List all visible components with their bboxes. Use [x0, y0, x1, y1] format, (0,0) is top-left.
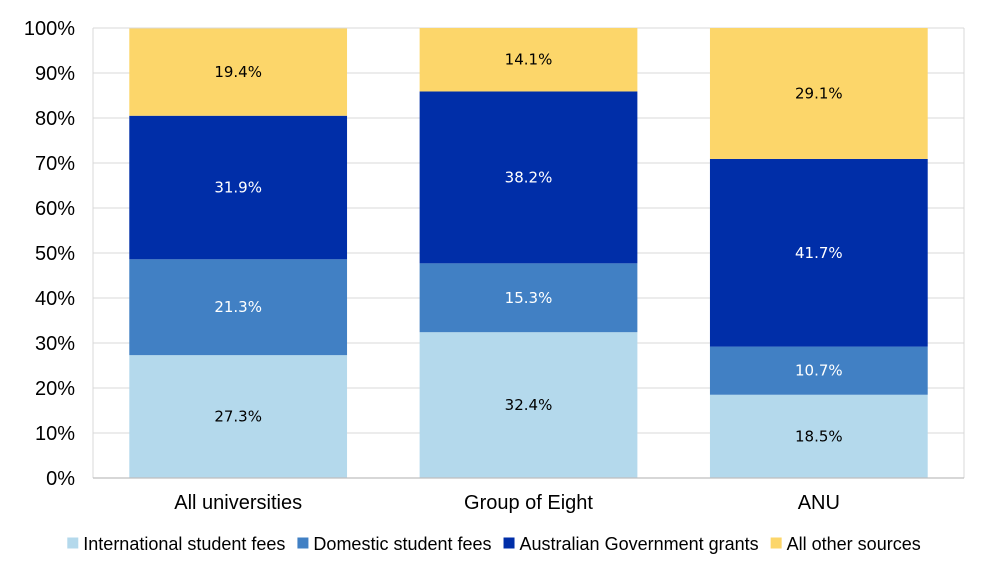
- legend-item: International student fees: [67, 534, 285, 554]
- y-tick-label: 50%: [35, 243, 75, 265]
- legend-label: International student fees: [83, 534, 285, 554]
- bar-segment: [419, 263, 638, 333]
- data-label: 38.2%: [505, 168, 553, 186]
- data-label: 10.7%: [795, 362, 843, 380]
- bar-segment: [709, 158, 928, 347]
- bar-segment: [419, 332, 638, 478]
- y-tick-label: 10%: [35, 423, 75, 445]
- bar-segment: [129, 28, 348, 116]
- data-label: 31.9%: [214, 179, 262, 197]
- y-tick-label: 90%: [35, 63, 75, 85]
- data-label: 41.7%: [795, 244, 843, 262]
- legend-label: Domestic student fees: [313, 534, 491, 554]
- data-label: 19.4%: [214, 63, 262, 81]
- data-label: 29.1%: [795, 84, 843, 102]
- bar-segment: [419, 28, 638, 92]
- bar-segment: [709, 28, 928, 159]
- data-label: 32.4%: [505, 396, 553, 414]
- x-category-label: ANU: [798, 492, 840, 514]
- legend-label: Australian Government grants: [520, 534, 759, 554]
- y-tick-label: 100%: [24, 18, 75, 40]
- axes: 0% 10% 20% 30% 40% 50% 60% 70% 80% 90% 100% All uni…: [24, 18, 964, 514]
- legend-item: Domestic student fees: [297, 534, 492, 554]
- y-tick-label: 60%: [35, 198, 75, 220]
- legend-swatch: [503, 537, 515, 549]
- y-tick-label: 30%: [35, 333, 75, 355]
- bar-segment: [129, 355, 348, 478]
- x-category-label: All universities: [174, 492, 302, 514]
- x-category-label: Group of Eight: [464, 492, 593, 514]
- data-label: 15.3%: [505, 289, 553, 307]
- bar-segment: [419, 91, 638, 264]
- y-tick-label: 80%: [35, 108, 75, 130]
- y-tick-label: 40%: [35, 288, 75, 310]
- legend-swatch: [297, 537, 309, 549]
- y-tick-label: 70%: [35, 153, 75, 175]
- data-label: 14.1%: [505, 51, 553, 69]
- data-label: 27.3%: [214, 408, 262, 426]
- data-label: 18.5%: [795, 427, 843, 445]
- legend-item: Australian Government grants: [503, 534, 759, 554]
- y-tick-label: 0%: [46, 468, 75, 490]
- y-tick-label: 20%: [35, 378, 75, 400]
- legend-swatch: [67, 537, 79, 549]
- legend: International student fees Domestic stude…: [67, 534, 921, 554]
- legend-swatch: [770, 537, 782, 549]
- legend-label: All other sources: [787, 534, 921, 554]
- bar-segment: [129, 259, 348, 356]
- bars: 27.3% 21.3% 31.9% 19.4% 32.4% 15.3% 38.2% 14.1%…: [129, 28, 928, 478]
- bar-segment: [709, 346, 928, 395]
- bar-segment: [129, 115, 348, 260]
- legend-item: All other sources: [770, 534, 921, 554]
- bar-segment: [709, 394, 928, 478]
- data-label: 21.3%: [214, 298, 262, 316]
